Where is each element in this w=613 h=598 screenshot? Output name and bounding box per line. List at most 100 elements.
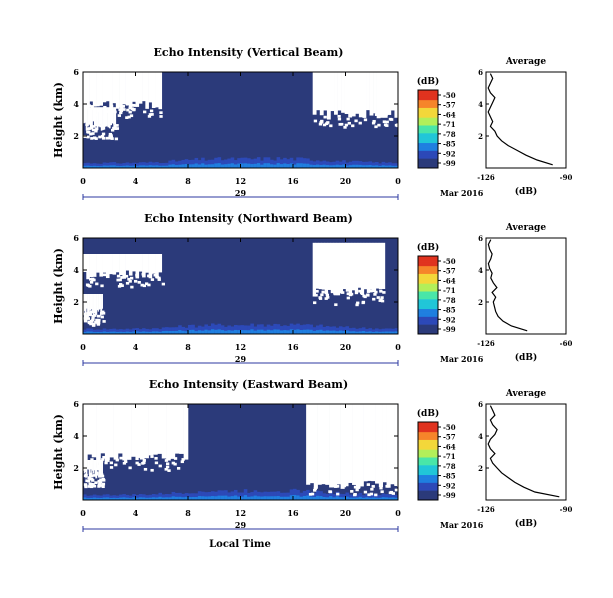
no-data-cell	[337, 72, 342, 111]
colorbar-segment	[418, 472, 438, 476]
no-data-cell	[315, 242, 320, 289]
no-data-cell	[132, 72, 136, 102]
no-data-speckle	[135, 273, 139, 277]
no-data-cell	[183, 404, 189, 460]
surface-echo-cell	[171, 330, 176, 334]
no-data-speckle	[337, 117, 342, 121]
no-data-cell	[87, 460, 89, 470]
colorbar-tick-label: -64	[443, 276, 456, 285]
no-data-cell	[366, 242, 371, 293]
surface-echo-cell	[289, 323, 294, 334]
surface-echo-cell	[151, 493, 156, 500]
no-data-cell	[112, 72, 117, 104]
no-data-speckle	[383, 123, 388, 127]
no-data-cell	[369, 242, 374, 290]
surface-echo-cell	[375, 331, 379, 334]
surface-echo-cell	[253, 490, 258, 500]
no-data-speckle	[379, 298, 383, 302]
no-data-cell	[151, 72, 156, 109]
surface-echo-cell	[266, 496, 271, 500]
surface-echo-cell	[371, 331, 376, 334]
no-data-speckle	[338, 123, 342, 126]
colorbar-segment	[418, 107, 438, 110]
surface-echo-cell	[224, 490, 228, 500]
no-data-cell	[96, 460, 98, 479]
colorbar-segment	[418, 130, 438, 134]
colorbar-segment	[418, 298, 438, 302]
no-data-speckle	[363, 490, 368, 494]
no-data-cell	[126, 404, 132, 460]
surface-echo-cell	[286, 325, 291, 334]
no-data-cell	[394, 404, 399, 486]
colorbar-segment	[418, 261, 438, 265]
colorbar-segment	[418, 304, 438, 308]
surface-echo-cell	[312, 327, 317, 334]
no-data-speckle	[109, 461, 114, 465]
surface-echo-cell	[335, 327, 340, 334]
surface-echo-cell	[188, 497, 192, 500]
colorbar-segment	[418, 277, 438, 280]
avg-y-tick-label: 4	[478, 432, 483, 441]
no-data-cell	[99, 107, 102, 125]
colorbar-segment	[418, 279, 438, 282]
surface-echo-cell	[128, 163, 133, 168]
surface-echo-cell	[217, 163, 222, 168]
surface-echo-cell	[348, 328, 353, 334]
no-data-cell	[179, 404, 184, 454]
surface-echo-cell	[151, 328, 156, 334]
colorbar-segment	[418, 146, 438, 149]
no-data-speckle	[125, 116, 129, 119]
no-data-speckle	[334, 303, 338, 307]
no-data-cell	[369, 72, 374, 116]
no-data-cell	[92, 294, 94, 317]
colorbar-segment	[418, 435, 438, 438]
no-data-cell	[125, 72, 130, 106]
no-data-cell	[318, 242, 323, 290]
no-data-cell	[108, 107, 111, 129]
no-data-cell	[95, 294, 97, 317]
no-data-cell	[357, 242, 362, 288]
surface-echo-cell	[394, 165, 399, 168]
no-data-cell	[378, 404, 383, 488]
no-data-speckle	[128, 110, 132, 114]
no-data-speckle	[130, 285, 134, 289]
colorbar-segment	[418, 431, 438, 435]
surface-echo-cell	[263, 330, 268, 334]
colorbar-segment	[418, 285, 438, 288]
no-data-speckle	[326, 121, 330, 124]
surface-echo-cell	[204, 160, 208, 168]
colorbar-tick-label: -78	[443, 130, 456, 139]
colorbar-segment	[418, 123, 438, 126]
colorbar-segment	[418, 263, 438, 267]
surface-echo-cell	[270, 164, 274, 168]
colorbar-segment	[418, 480, 438, 483]
surface-echo-cell	[168, 494, 172, 500]
panel-title: Echo Intensity (Vertical Beam)	[153, 46, 343, 59]
surface-echo-cell	[184, 331, 189, 334]
no-data-cell	[88, 107, 91, 125]
no-data-cell	[142, 254, 146, 278]
surface-echo-cell	[132, 494, 136, 500]
surface-echo-cell	[178, 325, 182, 334]
surface-echo-cell	[276, 163, 281, 168]
surface-echo-cell	[355, 164, 359, 168]
surface-echo-cell	[335, 160, 340, 168]
no-data-speckle	[115, 127, 120, 130]
no-data-cell	[104, 107, 107, 126]
surface-echo-cell	[201, 157, 205, 168]
no-data-speckle	[91, 128, 96, 132]
surface-echo-cell	[132, 331, 136, 334]
surface-echo-cell	[276, 324, 281, 334]
colorbar-segment	[418, 476, 438, 479]
surface-echo-cell	[138, 494, 143, 500]
colorbar-segment	[418, 265, 438, 269]
surface-echo-cell	[342, 327, 346, 334]
colorbar-segment	[418, 324, 438, 327]
no-data-cell	[99, 72, 103, 106]
surface-echo-cell	[210, 164, 215, 168]
no-data-cell	[155, 254, 159, 279]
surface-echo-cell	[115, 329, 120, 334]
no-data-speckle	[90, 477, 94, 481]
no-data-speckle	[107, 136, 112, 140]
colorbar-title: (dB)	[417, 242, 439, 253]
